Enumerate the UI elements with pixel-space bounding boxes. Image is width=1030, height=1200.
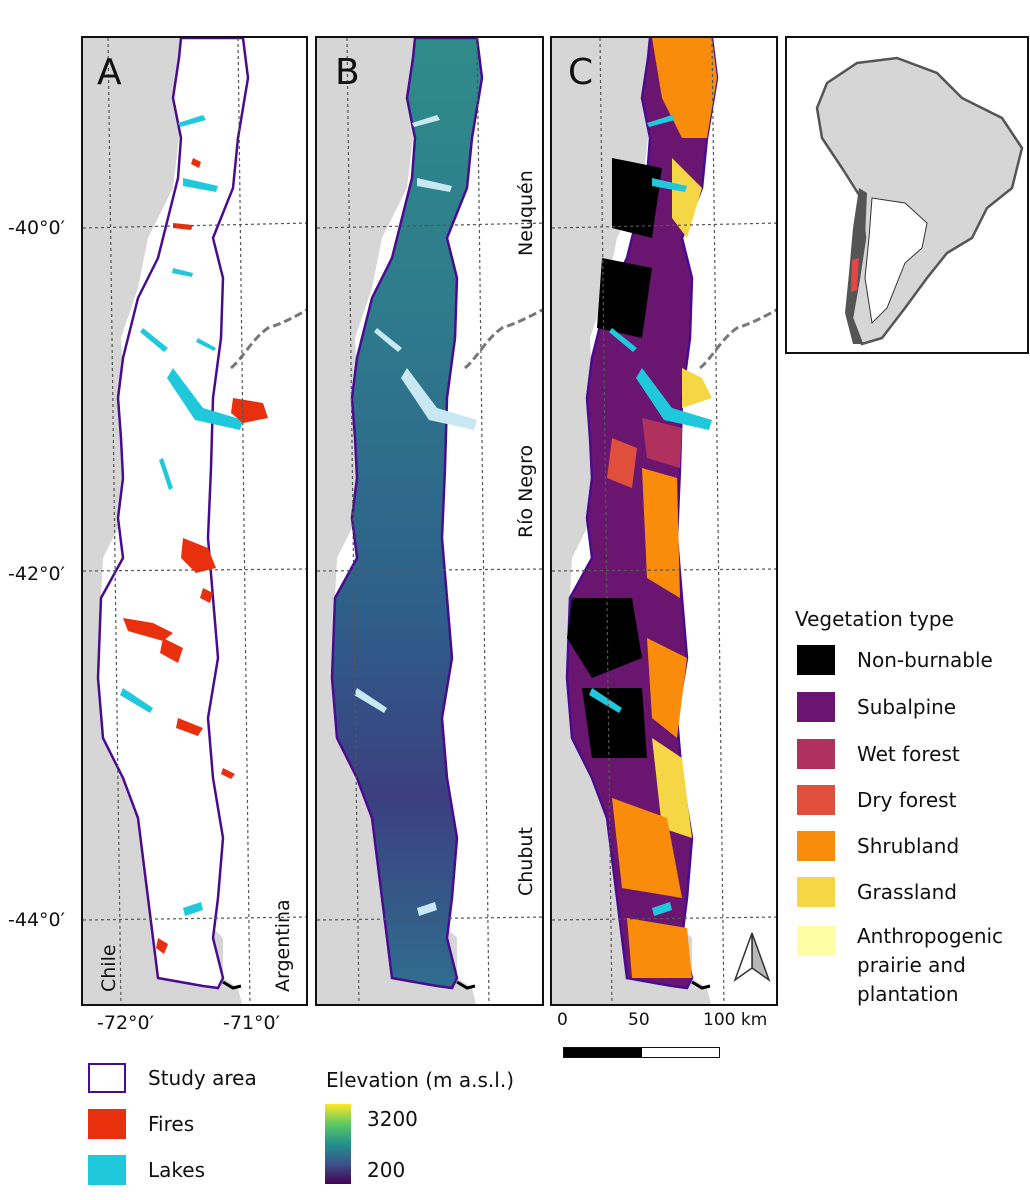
national-border [456, 980, 476, 990]
wet-forest-swatch [797, 739, 835, 769]
legend-study-area: Study area [88, 1063, 257, 1093]
latitude-label-42: -42°0′ [8, 563, 65, 585]
scale-bar [563, 1047, 720, 1058]
south-america-inset-map [785, 36, 1029, 354]
elevation-min-label: 200 [367, 1158, 406, 1182]
legend-anthropogenic: Anthropogenic prairie and plantation [797, 922, 1003, 1009]
non-burnable-swatch [797, 645, 835, 675]
subalpine-swatch [797, 692, 835, 722]
province-label-rio-negro: Río Negro [515, 444, 537, 538]
argentina-label: Argentina [272, 899, 294, 992]
legend-dry-forest-label: Dry forest [857, 788, 957, 812]
legend-non-burnable: Non-burnable [797, 645, 993, 675]
anthropogenic-line-3: plantation [857, 982, 959, 1006]
scale-bar-white-segment [641, 1048, 719, 1057]
fires-swatch [88, 1109, 126, 1139]
legend-lakes: Lakes [88, 1155, 205, 1185]
panel-c-letter: C [568, 52, 594, 93]
elevation-max-label: 3200 [367, 1107, 418, 1131]
fires [123, 158, 268, 954]
latitude-label-44: -44°0′ [8, 909, 65, 931]
legend-wet-forest: Wet forest [797, 739, 960, 769]
grassland-swatch [797, 877, 835, 907]
longitude-label-72: -72°0′ [97, 1012, 154, 1034]
legend-fires-label: Fires [148, 1112, 195, 1136]
panel-b-map-graphic [317, 38, 542, 1004]
anthropogenic-line-2: prairie and [857, 953, 966, 977]
province-border [699, 308, 776, 370]
legend-anthropogenic-label: Anthropogenic prairie and plantation [857, 922, 1003, 1009]
latitude-label-40: -40°0′ [8, 217, 65, 239]
province-label-neuquen: Neuquén [515, 170, 537, 256]
dry-forest-swatch [797, 785, 835, 815]
legend-subalpine: Subalpine [797, 692, 956, 722]
lakes [589, 115, 712, 916]
study-area-highlight [851, 258, 859, 292]
legend-lakes-label: Lakes [148, 1158, 205, 1182]
lakes-swatch [88, 1155, 126, 1185]
argentina-outline [864, 197, 928, 325]
panel-a-letter: A [97, 52, 122, 93]
national-border [222, 980, 242, 990]
north-arrow-icon [733, 932, 771, 982]
province-label-chubut: Chubut [515, 827, 537, 896]
study-area-outline [96, 38, 250, 990]
panel-b-letter: B [335, 52, 360, 93]
lakes [120, 115, 243, 916]
legend-shrubland-label: Shrubland [857, 834, 960, 858]
graticule [552, 38, 776, 1004]
vegetation-patches [567, 38, 717, 978]
legend-shrubland: Shrubland [797, 831, 959, 861]
scale-label-0: 0 [557, 1010, 568, 1030]
legend-non-burnable-label: Non-burnable [857, 648, 993, 672]
inset-map-graphic [787, 38, 1027, 352]
legend-fires: Fires [88, 1109, 194, 1139]
scale-label-100: 100 km [703, 1010, 768, 1030]
panel-c-map-graphic [552, 38, 776, 1004]
chile-label: Chile [98, 944, 120, 992]
legend-grassland: Grassland [797, 877, 957, 907]
anthropogenic-swatch [797, 926, 835, 956]
province-border [464, 308, 542, 370]
panel-c-vegetation-map: C [550, 36, 778, 1006]
legend-wet-forest-label: Wet forest [857, 742, 960, 766]
elevation-raster [330, 38, 484, 990]
vegetation-legend-title: Vegetation type [795, 607, 954, 631]
study-area-swatch [88, 1063, 126, 1093]
panel-b-elevation-map: B [315, 36, 544, 1006]
lakes [354, 115, 477, 916]
shrubland-swatch [797, 831, 835, 861]
legend-grassland-label: Grassland [857, 880, 957, 904]
province-border [230, 308, 306, 370]
scale-bar-black-segment [564, 1048, 642, 1057]
anthropogenic-line-1: Anthropogenic [857, 924, 1004, 948]
legend-study-area-label: Study area [148, 1066, 257, 1090]
longitude-label-71: -71°0′ [223, 1012, 280, 1034]
scale-label-50: 50 [628, 1010, 650, 1030]
legend-dry-forest: Dry forest [797, 785, 956, 815]
panel-a-map-graphic [83, 38, 306, 1004]
graticule [317, 38, 542, 1004]
panel-a-fires-map: A [81, 36, 308, 1006]
national-border [691, 980, 711, 990]
legend-subalpine-label: Subalpine [857, 695, 957, 719]
elevation-colorbar [325, 1104, 351, 1184]
elevation-legend-title: Elevation (m a.s.l.) [326, 1068, 515, 1092]
graticule [83, 38, 306, 1004]
